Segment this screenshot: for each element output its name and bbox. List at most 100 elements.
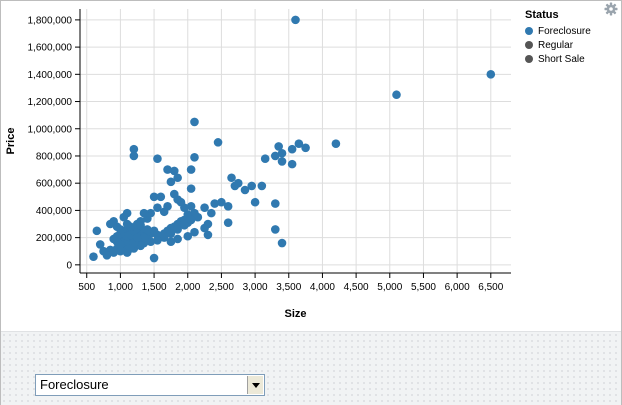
data-point	[180, 221, 189, 230]
data-point	[126, 244, 135, 253]
x-tick-label: 2,500	[209, 282, 234, 293]
data-point	[331, 139, 341, 149]
data-point	[173, 225, 182, 234]
data-point	[186, 202, 196, 211]
legend-item-regular[interactable]: Regular	[525, 38, 591, 52]
data-point	[200, 223, 209, 233]
data-point	[139, 233, 149, 242]
data-point	[129, 144, 139, 154]
legend-label: Short Sale	[538, 53, 585, 65]
data-point	[159, 207, 169, 217]
data-point	[250, 197, 260, 207]
y-tick-label: 0	[66, 260, 72, 271]
data-point	[270, 225, 280, 234]
data-point	[153, 203, 162, 212]
x-tick-label: 6,500	[478, 282, 503, 293]
chart-area: 500 1,000 1,500 2,000 2,500 3,000 3,500 4,000 4,…	[1, 1, 621, 331]
legend-swatch	[525, 41, 533, 49]
data-point	[270, 151, 280, 161]
y-tick-label: 1,600,000	[28, 43, 73, 54]
chevron-down-icon[interactable]	[247, 376, 263, 394]
data-point	[257, 181, 267, 191]
status-select-value: Foreclosure	[40, 377, 109, 392]
data-point	[240, 185, 250, 195]
legend-title: Status	[525, 9, 559, 21]
legend-swatch	[525, 55, 533, 63]
data-point	[213, 138, 223, 147]
data-point	[122, 219, 132, 229]
y-tick-label: 600,000	[36, 179, 73, 190]
legend-swatch	[525, 27, 533, 35]
data-point	[274, 142, 283, 151]
x-tick-label: 3,500	[276, 282, 301, 293]
y-tick-label: 200,000	[36, 233, 73, 244]
data-point	[149, 192, 159, 202]
x-axis-title: Size	[284, 308, 306, 320]
data-point	[169, 189, 179, 199]
data-point	[217, 197, 226, 207]
x-tick-label: 3,000	[243, 282, 268, 293]
data-point	[230, 181, 240, 191]
data-point	[109, 248, 118, 257]
data-point	[183, 231, 193, 241]
legend-item-foreclosure[interactable]: Foreclosure	[525, 24, 591, 38]
data-point	[210, 199, 219, 208]
data-point	[294, 139, 304, 149]
x-tick-label: 5,500	[411, 282, 436, 293]
x-tick-label: 1,500	[142, 282, 167, 293]
data-point	[136, 241, 145, 251]
y-tick-label: 1,800,000	[28, 15, 73, 26]
y-tick-label: 400,000	[36, 206, 73, 217]
data-point	[166, 229, 176, 238]
data-point	[247, 181, 257, 191]
legend-label: Foreclosure	[538, 25, 591, 37]
y-tick-label: 800,000	[36, 151, 73, 162]
data-point	[203, 230, 213, 240]
data-point	[166, 237, 176, 247]
data-point	[102, 251, 112, 260]
y-tick-label: 1,200,000	[28, 97, 73, 108]
data-point	[190, 117, 199, 127]
x-tick-label: 500	[78, 282, 95, 293]
data-point	[260, 154, 270, 163]
data-point	[277, 157, 287, 166]
data-point	[200, 203, 209, 212]
data-point	[186, 184, 196, 193]
legend-item-short-sale[interactable]: Short Sale	[525, 52, 591, 66]
x-tick-label: 5,000	[377, 282, 402, 293]
data-point	[153, 236, 162, 245]
data-point	[116, 246, 125, 256]
controls-panel: Foreclosure	[1, 331, 621, 405]
data-point	[190, 153, 199, 162]
legend-label: Regular	[538, 39, 574, 51]
data-point	[277, 148, 287, 158]
data-point	[173, 234, 182, 244]
data-point	[153, 154, 162, 163]
data-point	[89, 252, 98, 261]
data-point	[149, 253, 159, 263]
data-point	[132, 233, 142, 242]
data-point	[92, 226, 102, 236]
x-tick-label: 4,500	[344, 282, 369, 293]
data-point	[486, 70, 496, 79]
x-tick-label: 2,000	[175, 282, 200, 293]
data-point	[270, 199, 280, 208]
x-tick-label: 6,000	[445, 282, 470, 293]
data-point	[223, 202, 233, 211]
scatter-chart: 500 1,000 1,500 2,000 2,500 3,000 3,500 4,000 4,…	[5, 9, 511, 320]
data-point	[186, 165, 196, 174]
data-point	[166, 177, 176, 187]
data-point	[287, 159, 297, 169]
data-point	[143, 225, 152, 234]
data-point	[156, 192, 166, 202]
data-point	[136, 221, 145, 230]
data-point	[112, 237, 122, 247]
data-point	[186, 215, 196, 225]
data-point	[159, 233, 169, 242]
status-select[interactable]: Foreclosure	[35, 374, 265, 396]
data-point	[139, 208, 149, 218]
data-point	[301, 143, 310, 153]
gear-icon[interactable]	[604, 2, 618, 16]
data-point	[190, 208, 199, 218]
data-point	[277, 238, 287, 248]
